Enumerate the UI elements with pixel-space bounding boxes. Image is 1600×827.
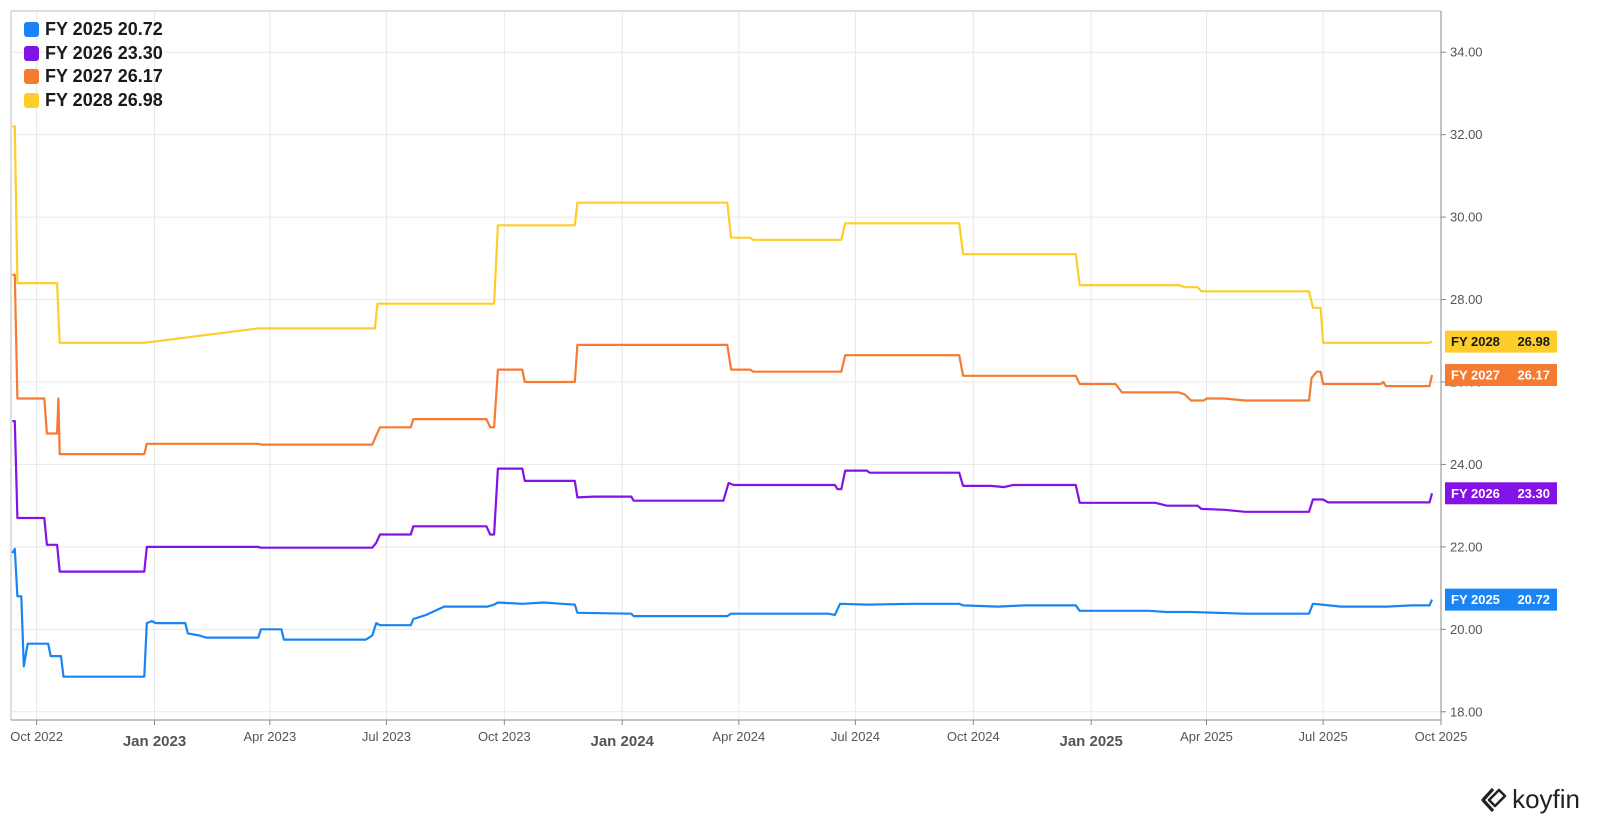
legend: FY 2025 20.72 FY 2026 23.30 FY 2027 26.1… xyxy=(24,18,163,112)
y-tick-label: 20.00 xyxy=(1450,622,1483,637)
y-tick-label: 22.00 xyxy=(1450,539,1483,554)
x-tick-label: Oct 2022 xyxy=(10,729,63,744)
legend-value-fy2026: 23.30 xyxy=(117,42,163,63)
legend-swatch-fy2025 xyxy=(24,22,39,38)
x-axis: Oct 2022 Jan 2023 Apr 2023 Jul 2023 Oct 2023… xyxy=(10,719,1468,750)
x-tick-label: Apr 2025 xyxy=(1180,729,1233,744)
value-tag-bg xyxy=(1445,363,1557,386)
value-tag-fy2025: FY 2025 20.72 xyxy=(1445,588,1557,611)
value-tag-value: 26.17 xyxy=(1517,367,1550,382)
x-tick-label: Oct 2025 xyxy=(1415,729,1468,744)
value-tag-name: FY 2027 xyxy=(1451,367,1500,382)
legend-item-fy2028[interactable]: FY 2028 26.98 xyxy=(24,89,163,113)
legend-item-fy2025[interactable]: FY 2025 20.72 xyxy=(24,18,163,42)
x-tick-label: Jan 2023 xyxy=(123,733,186,750)
legend-item-fy2026[interactable]: FY 2026 23.30 xyxy=(24,42,163,66)
legend-swatch-fy2027 xyxy=(24,69,39,85)
value-tag-fy2026: FY 2026 23.30 xyxy=(1445,482,1557,505)
value-tag-value: 20.72 xyxy=(1517,592,1550,607)
x-tick-label: Oct 2023 xyxy=(478,729,531,744)
value-tag-bg xyxy=(1445,588,1557,611)
legend-item-fy2027[interactable]: FY 2027 26.17 xyxy=(24,65,163,89)
value-tag-fy2027: FY 2027 26.17 xyxy=(1445,363,1557,386)
value-tag-fy2028: FY 2028 26.98 xyxy=(1445,330,1557,353)
series-line-fy2025[interactable] xyxy=(11,547,1434,678)
y-tick-label: 34.00 xyxy=(1450,45,1483,60)
series-lines xyxy=(11,125,1434,678)
x-tick-label: Jan 2024 xyxy=(591,733,655,750)
value-tag-bg xyxy=(1445,330,1557,353)
grid-lines xyxy=(10,10,1442,720)
x-tick-label: Jul 2023 xyxy=(362,729,411,744)
value-tag-bg xyxy=(1445,482,1557,505)
legend-swatch-fy2026 xyxy=(24,45,39,61)
value-tag-value: 23.30 xyxy=(1517,486,1550,501)
legend-label-fy2025: FY 2025 xyxy=(45,19,113,40)
legend-label-fy2027: FY 2027 xyxy=(45,66,113,87)
series-line-fy2027[interactable] xyxy=(12,273,1434,456)
series-line-fy2026[interactable] xyxy=(12,420,1434,573)
x-tick-label: Oct 2024 xyxy=(947,729,1000,744)
value-tag-name: FY 2025 xyxy=(1451,592,1500,607)
x-tick-label: Apr 2023 xyxy=(243,729,296,744)
x-tick-label: Jul 2024 xyxy=(831,729,880,744)
koyfin-logo-icon xyxy=(1481,787,1507,812)
legend-value-fy2025: 20.72 xyxy=(117,19,163,40)
y-tick-label: 24.00 xyxy=(1450,457,1483,472)
legend-value-fy2028: 26.98 xyxy=(117,89,163,110)
series-line-fy2028[interactable] xyxy=(12,125,1433,344)
x-tick-label: Jan 2025 xyxy=(1059,733,1122,750)
y-tick-label: 32.00 xyxy=(1450,127,1483,142)
brand-name: koyfin xyxy=(1512,784,1580,814)
x-tick-label: Apr 2024 xyxy=(712,729,765,744)
value-tag-name: FY 2028 xyxy=(1451,334,1500,349)
legend-label-fy2026: FY 2026 xyxy=(45,42,113,63)
x-tick-label: Jul 2025 xyxy=(1299,729,1348,744)
value-tag-name: FY 2026 xyxy=(1451,486,1500,501)
brand-logo: koyfin xyxy=(1480,784,1580,815)
legend-swatch-fy2028 xyxy=(24,92,39,108)
y-tick-label: 30.00 xyxy=(1450,210,1483,225)
legend-label-fy2028: FY 2028 xyxy=(45,89,113,110)
legend-value-fy2027: 26.17 xyxy=(117,66,163,87)
value-tag-value: 26.98 xyxy=(1517,334,1550,349)
y-tick-label: 18.00 xyxy=(1450,704,1483,719)
y-tick-label: 28.00 xyxy=(1450,292,1483,307)
